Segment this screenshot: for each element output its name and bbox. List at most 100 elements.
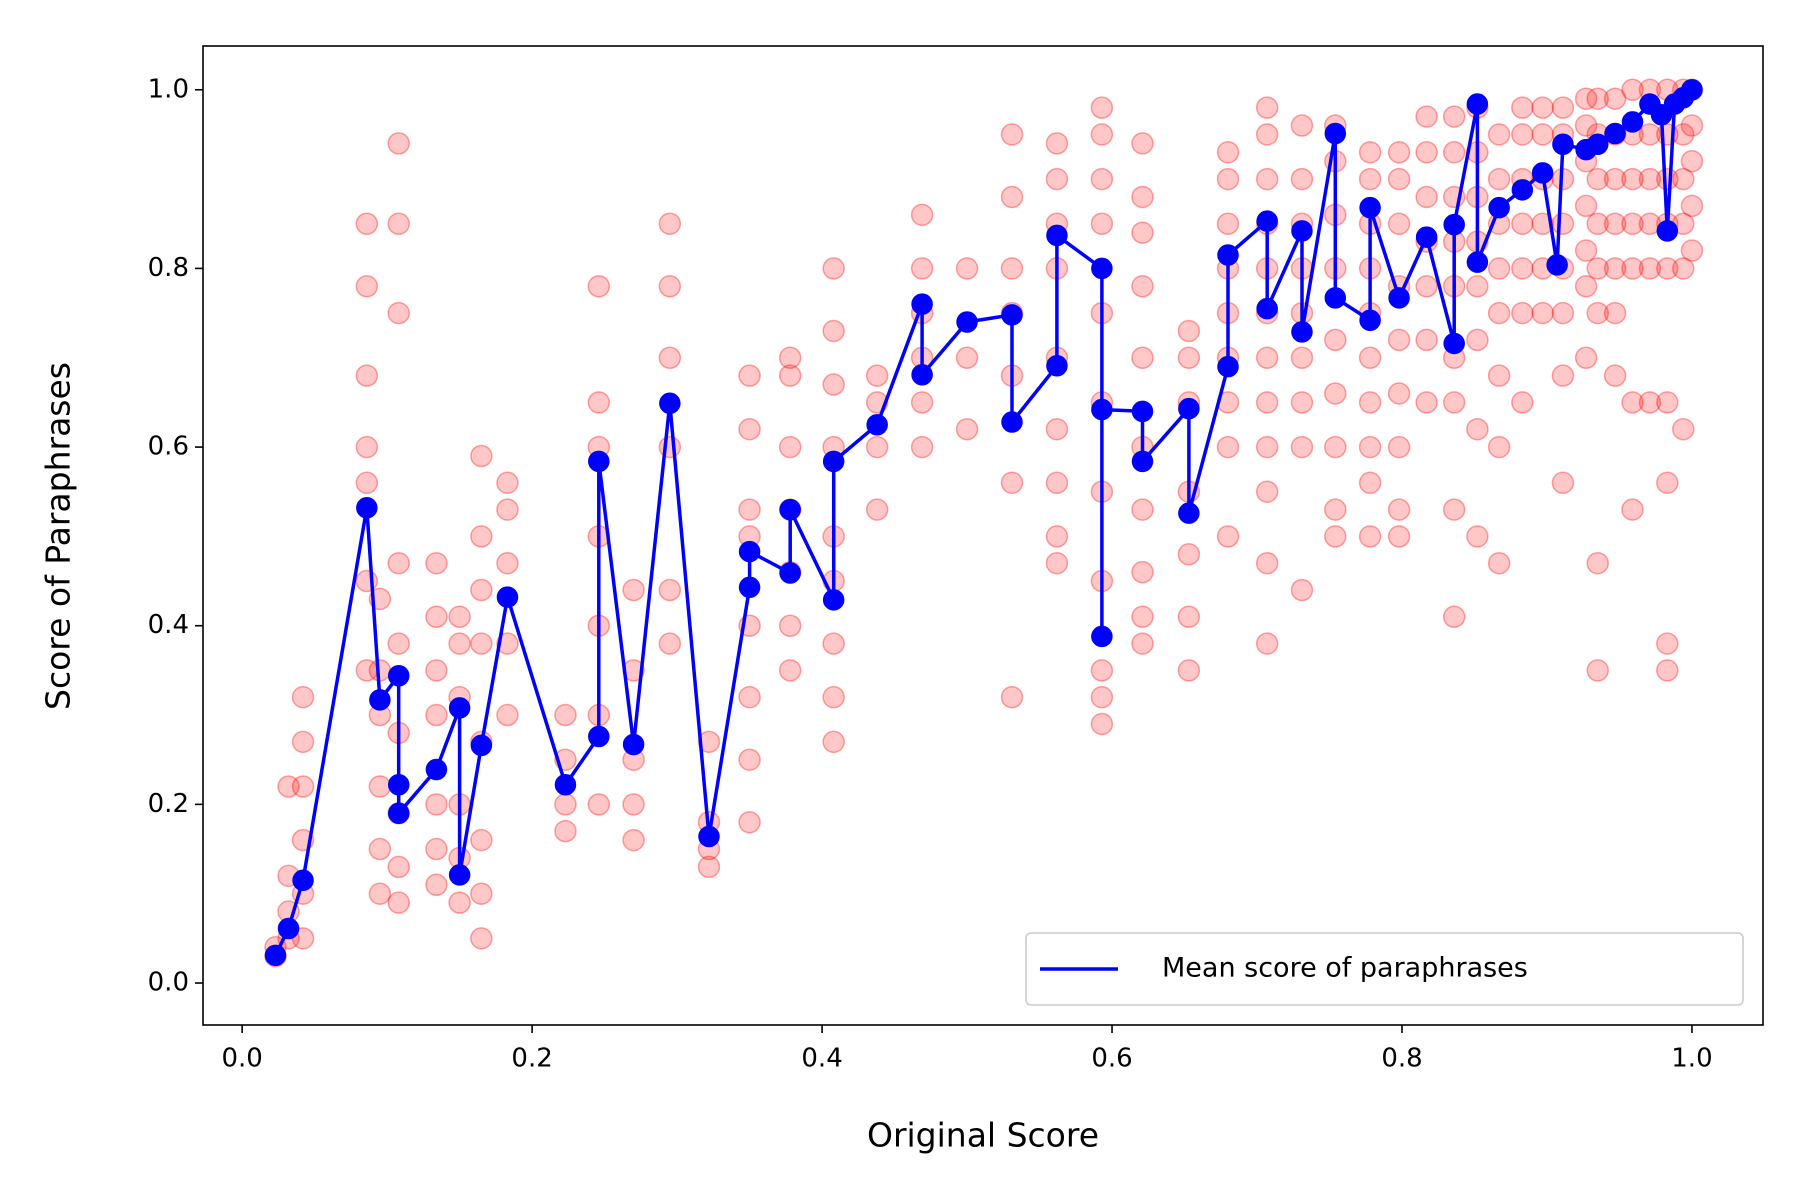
paraphrase-point <box>865 498 889 521</box>
paraphrase-point <box>1487 167 1511 191</box>
y-tick-label: 0.6 <box>148 432 189 462</box>
paraphrase-point <box>1000 471 1024 495</box>
paraphrase-point <box>1387 141 1411 164</box>
paraphrase-point <box>1603 212 1627 236</box>
mean-point <box>292 869 314 892</box>
paraphrase-point <box>1358 141 1382 164</box>
mean-point <box>1359 309 1381 331</box>
paraphrase-point <box>1680 194 1704 218</box>
paraphrase-point <box>1358 435 1382 459</box>
mean-point <box>1466 93 1489 115</box>
paraphrase-point <box>496 703 519 727</box>
y-tick-label: 0.2 <box>148 789 189 819</box>
paraphrase-point <box>1621 167 1644 191</box>
paraphrase-point <box>1531 301 1554 325</box>
paraphrase-point <box>1177 543 1201 566</box>
paraphrase-point <box>1551 471 1575 495</box>
mean-point <box>779 498 801 521</box>
paraphrase-point <box>1487 257 1511 280</box>
paraphrase-point <box>470 444 493 468</box>
paraphrase-point <box>587 391 611 414</box>
paraphrase-point <box>496 551 519 575</box>
paraphrase-point <box>368 837 392 861</box>
paraphrase-point <box>1511 257 1534 280</box>
paraphrase-point <box>1255 551 1279 575</box>
mean-point <box>1256 210 1278 232</box>
paraphrase-point <box>1255 123 1279 146</box>
mean-point <box>956 311 978 333</box>
paraphrase-point <box>1290 167 1314 191</box>
mean-point <box>277 917 300 940</box>
mean-point <box>1217 244 1239 266</box>
paraphrase-point <box>1216 167 1240 191</box>
paraphrase-point <box>1000 685 1024 709</box>
paraphrase-point <box>1387 167 1411 191</box>
paraphrase-point <box>1255 167 1279 191</box>
x-tick-label: 0.4 <box>801 1044 842 1074</box>
x-tick-label: 0.6 <box>1091 1044 1132 1074</box>
mean-point <box>1621 111 1644 133</box>
paraphrase-point <box>1415 275 1438 298</box>
paraphrase-point <box>554 703 577 727</box>
mean-point <box>738 540 761 563</box>
paraphrase-point <box>448 891 471 914</box>
y-tick-label: 0.0 <box>148 968 189 998</box>
paraphrase-point <box>1324 382 1347 405</box>
paraphrase-point <box>387 632 410 655</box>
mean-point <box>911 293 933 315</box>
y-tick-label: 0.4 <box>148 610 189 640</box>
paraphrase-point <box>1290 578 1314 602</box>
paraphrase-point <box>822 632 845 655</box>
paraphrase-point <box>1415 141 1438 164</box>
paraphrase-point <box>1551 96 1575 119</box>
paraphrase-point <box>1090 96 1114 119</box>
paraphrase-point <box>658 212 682 236</box>
paraphrase-point <box>1255 391 1279 414</box>
paraphrase-point <box>387 301 410 325</box>
paraphrase-point <box>1656 391 1679 414</box>
paraphrase-point <box>622 793 645 816</box>
paraphrase-point <box>738 417 761 441</box>
paraphrase-point <box>658 632 682 655</box>
y-tick-label: 0.8 <box>148 253 189 283</box>
paraphrase-point <box>1255 96 1279 119</box>
paraphrase-point <box>1324 435 1347 459</box>
paraphrase-point <box>1574 346 1598 369</box>
paraphrase-point <box>1216 435 1240 459</box>
paraphrase-point <box>1177 319 1201 343</box>
paraphrase-point <box>1586 87 1609 110</box>
paraphrase-point <box>1680 149 1704 173</box>
paraphrase-point <box>1387 435 1411 459</box>
paraphrase-point <box>1358 167 1382 191</box>
paraphrase-point <box>1415 328 1438 352</box>
mean-point <box>1488 196 1510 219</box>
paraphrase-point <box>1090 659 1114 682</box>
mean-point <box>659 392 681 415</box>
paraphrase-point <box>291 685 315 709</box>
paraphrase-point <box>778 659 802 682</box>
paraphrase-point <box>1442 105 1466 128</box>
paraphrase-point <box>1045 551 1069 575</box>
paraphrase-point <box>1442 141 1466 164</box>
paraphrase-point <box>1216 141 1240 164</box>
paraphrase-point <box>1656 167 1679 191</box>
mean-point <box>387 664 410 687</box>
paraphrase-point <box>1487 301 1511 325</box>
paraphrase-point <box>910 391 934 414</box>
x-axis-label: Original Score <box>867 1116 1099 1155</box>
paraphrase-point <box>658 275 682 298</box>
paraphrase-point <box>1255 480 1279 503</box>
paraphrase-point <box>1603 87 1627 110</box>
paraphrase-point <box>1131 221 1154 244</box>
paraphrase-point <box>1255 346 1279 369</box>
x-tick-label: 1.0 <box>1671 1044 1712 1074</box>
mean-point <box>1388 287 1410 309</box>
mean-point <box>1546 254 1568 276</box>
mean-point <box>1604 122 1626 145</box>
mean-point <box>1466 251 1489 273</box>
paraphrase-point <box>1177 659 1201 682</box>
paraphrase-point <box>387 551 410 575</box>
paraphrase-point <box>1387 525 1411 548</box>
paraphrase-point <box>387 855 410 879</box>
